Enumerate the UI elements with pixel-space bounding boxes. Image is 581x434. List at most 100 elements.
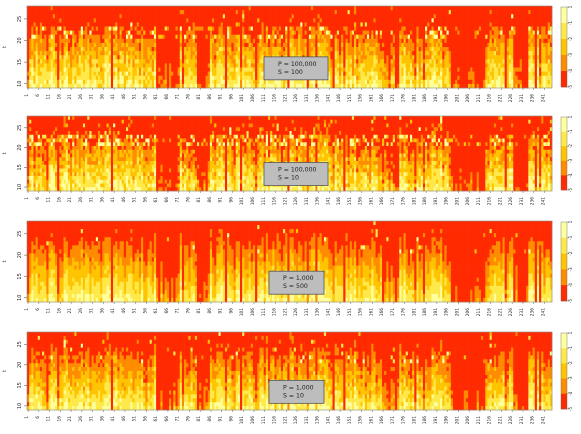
heatmap-cell xyxy=(203,18,206,23)
heatmap-cell xyxy=(106,10,110,15)
heatmap-cell xyxy=(240,79,243,85)
heatmap-cell xyxy=(265,10,269,15)
heatmap-cell xyxy=(412,51,415,56)
heatmap-cell xyxy=(366,75,370,81)
heatmap-cell xyxy=(248,75,252,81)
heatmap-cell xyxy=(341,47,344,52)
heatmap-cell xyxy=(227,42,230,48)
heatmap-cell xyxy=(481,38,484,44)
heatmap-cell xyxy=(524,18,527,23)
heatmap-cell xyxy=(136,22,140,27)
heatmap-cell xyxy=(74,14,77,19)
heatmap-cell xyxy=(57,6,60,11)
heatmap-cell xyxy=(244,83,247,89)
heatmap-cell xyxy=(201,75,204,81)
heatmap-cell xyxy=(115,14,118,19)
heatmap-cell xyxy=(212,55,215,60)
heatmap-cell xyxy=(536,38,540,44)
heatmap-cell xyxy=(450,59,454,64)
heatmap-cell xyxy=(478,42,482,48)
heatmap-cell xyxy=(31,38,34,44)
heatmap-cell xyxy=(203,83,206,89)
heatmap-cell xyxy=(334,10,338,15)
heatmap-cell xyxy=(539,55,542,60)
heatmap-cell xyxy=(145,71,148,76)
heatmap-cell xyxy=(450,83,454,89)
heatmap-cell xyxy=(33,42,36,48)
heatmap-cell xyxy=(80,26,84,31)
heatmap-cell xyxy=(181,67,185,72)
heatmap-cell xyxy=(461,51,465,56)
heatmap-cell xyxy=(341,51,344,56)
heatmap-cell xyxy=(278,47,282,52)
heatmap-cell xyxy=(539,59,542,64)
heatmap-cell xyxy=(511,10,514,15)
heatmap-cell xyxy=(330,79,333,85)
heatmap-cell xyxy=(332,75,335,81)
heatmap-cell xyxy=(209,38,213,44)
heatmap-cell xyxy=(280,10,284,15)
heatmap-cell xyxy=(461,67,465,72)
heatmap-cell xyxy=(317,42,320,48)
heatmap-cell xyxy=(545,47,548,52)
heatmap-cell xyxy=(33,63,36,68)
heatmap-cell xyxy=(511,83,514,89)
heatmap-cell xyxy=(196,30,200,35)
heatmap-cell xyxy=(351,22,355,27)
heatmap-cell xyxy=(212,22,215,27)
heatmap-cell xyxy=(377,51,381,56)
heatmap-cell xyxy=(524,51,527,56)
heatmap-cell xyxy=(158,83,161,89)
heatmap-cell xyxy=(377,38,381,44)
heatmap-cell xyxy=(487,83,490,89)
heatmap-cell xyxy=(199,30,202,35)
heatmap-cell xyxy=(113,30,116,35)
x-tick-label: 121 xyxy=(282,94,288,102)
heatmap-cell xyxy=(169,38,172,44)
heatmap-cell xyxy=(106,26,110,31)
heatmap-cell xyxy=(407,22,411,27)
heatmap-cell xyxy=(125,30,129,35)
heatmap-cell xyxy=(153,59,157,64)
heatmap-cell xyxy=(476,59,480,64)
heatmap-cell xyxy=(119,79,122,85)
heatmap-cell xyxy=(508,14,512,19)
heatmap-cell xyxy=(489,10,493,15)
heatmap-cell xyxy=(362,30,366,35)
heatmap-cell xyxy=(500,18,503,23)
heatmap-cell xyxy=(162,51,165,56)
heatmap-cell xyxy=(160,30,163,35)
heatmap-cell xyxy=(209,71,213,76)
heatmap-cell xyxy=(196,42,200,48)
heatmap-cell xyxy=(528,18,531,23)
heatmap-cell xyxy=(459,18,462,23)
heatmap-cell xyxy=(504,22,508,27)
heatmap-cell xyxy=(255,71,258,76)
heatmap-cell xyxy=(369,42,372,48)
heatmap-cell xyxy=(136,14,140,19)
heatmap-cell xyxy=(67,38,71,44)
heatmap-cell xyxy=(259,71,262,76)
heatmap-cell xyxy=(360,63,363,68)
heatmap-cell xyxy=(483,34,486,40)
heatmap-cell xyxy=(48,71,51,76)
heatmap-cell xyxy=(347,14,351,19)
heatmap-cell xyxy=(220,22,224,27)
heatmap-cell xyxy=(349,47,353,52)
heatmap-cell xyxy=(240,67,243,72)
heatmap-cell xyxy=(448,79,452,85)
heatmap-cell xyxy=(517,79,521,85)
heatmap-cell xyxy=(42,22,45,27)
heatmap-cell xyxy=(177,18,181,23)
heatmap-cell xyxy=(317,51,320,56)
heatmap-cell xyxy=(330,47,333,52)
heatmap-cell xyxy=(483,47,486,52)
heatmap-cell xyxy=(457,34,460,40)
heatmap-cell xyxy=(356,42,359,48)
heatmap-cell xyxy=(52,38,56,44)
heatmap-cell xyxy=(375,30,379,35)
heatmap-cell xyxy=(532,14,536,19)
heatmap-cell xyxy=(545,67,548,72)
heatmap-cell xyxy=(375,47,379,52)
heatmap-cell xyxy=(382,79,385,85)
